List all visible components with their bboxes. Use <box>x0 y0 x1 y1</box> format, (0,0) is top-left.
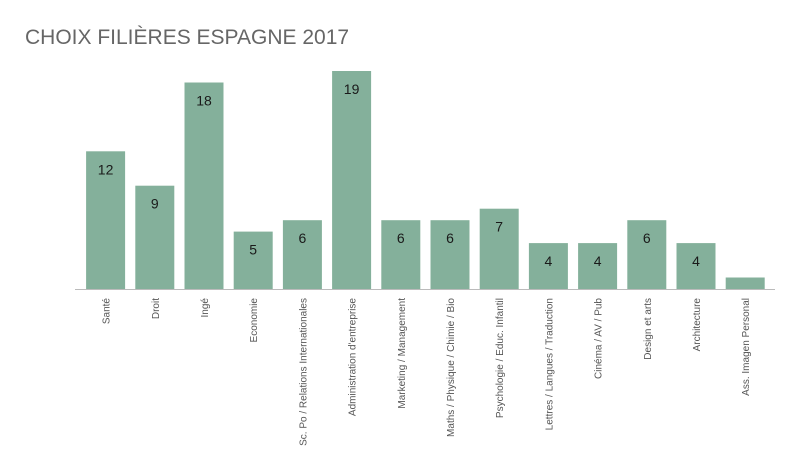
bar <box>528 243 568 289</box>
bars-group <box>86 71 765 289</box>
bar <box>430 220 470 289</box>
x-tick-label: Psychologie / Educ. Infantil <box>495 298 506 418</box>
data-label: 9 <box>151 196 159 212</box>
x-tick-label: Design et arts <box>643 298 654 360</box>
data-label: 5 <box>249 242 257 258</box>
data-label: 7 <box>495 219 503 235</box>
data-label: 18 <box>196 93 212 109</box>
x-tick-label: Droit <box>151 298 162 319</box>
bar <box>479 208 519 289</box>
x-tick-label: Administration d'entreprise <box>348 298 359 417</box>
data-label: 19 <box>344 81 360 97</box>
x-tick-label: Ingé <box>200 298 211 318</box>
bar <box>725 277 765 289</box>
x-tick-label: Sc. Po / Relations Internationales <box>298 298 309 446</box>
data-label: 4 <box>594 253 602 269</box>
data-labels-group: 12 9 18 5 6 19 6 6 7 4 4 6 4 <box>98 81 700 269</box>
data-label: 12 <box>98 161 114 177</box>
bar <box>233 231 273 289</box>
x-tick-label: Architecture <box>692 298 703 352</box>
x-tick-label: Cinéma / AV / Pub <box>594 298 605 379</box>
bar <box>86 151 126 289</box>
bar <box>135 185 175 289</box>
data-label: 6 <box>397 230 405 246</box>
x-tick-label: Economie <box>249 298 260 343</box>
chart-title: CHOIX FILIÈRES ESPAGNE 2017 <box>25 26 350 49</box>
data-label: 6 <box>643 230 651 246</box>
x-tick-labels-group: Santé Droit Ingé Economie Sc. Po / Relations… <box>102 298 753 446</box>
data-label: 6 <box>446 230 454 246</box>
bar <box>578 243 618 289</box>
x-tick-label: Santé <box>102 298 113 325</box>
data-label: 6 <box>299 230 307 246</box>
bar <box>184 82 224 289</box>
data-label: 4 <box>545 253 553 269</box>
x-tick-label: Lettres / Langues / Traduction <box>544 298 555 430</box>
bar <box>282 220 322 289</box>
bar <box>627 220 667 289</box>
bar <box>381 220 421 289</box>
x-tick-label: Marketing / Management <box>397 298 408 409</box>
x-tick-label: Ass. Imagen Personal <box>741 298 752 396</box>
data-label: 4 <box>692 253 700 269</box>
bar <box>676 243 716 289</box>
bar <box>332 71 372 289</box>
x-tick-label: Maths / Physique / Chimie / Bio <box>446 298 457 437</box>
